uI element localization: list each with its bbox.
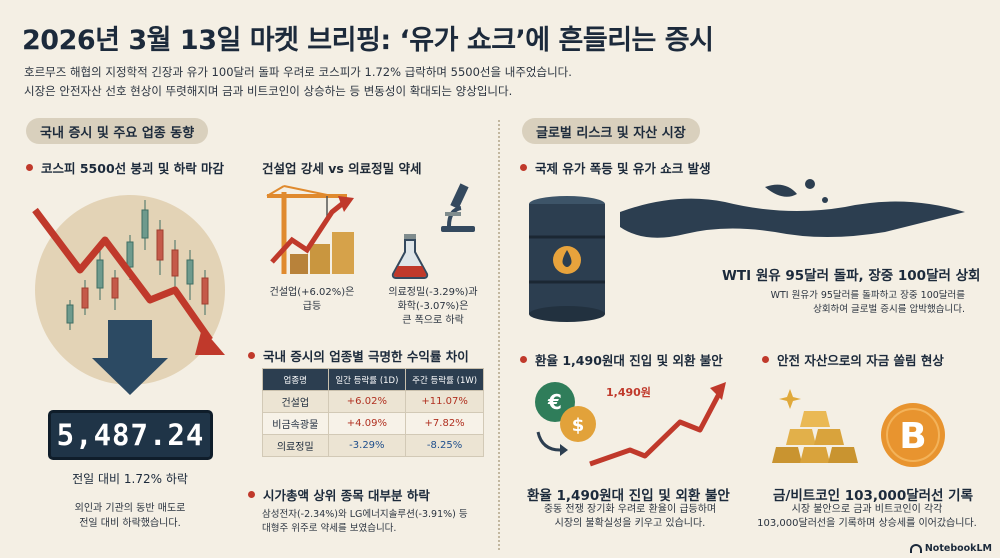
medical-desc-line3: 큰 폭으로 하락 bbox=[402, 315, 464, 326]
kospi-value-display: 5,487.24 bbox=[48, 410, 213, 460]
bigcaps-heading: 시가총액 상위 종목 대부분 하락 bbox=[248, 485, 430, 504]
fx-chart-label: 1,490원 bbox=[606, 386, 651, 399]
safe-desc-line1: 시장 불안으로 금과 비트코인이 각각 bbox=[791, 504, 943, 515]
oil-desc-line2: 상회하여 글로벌 증시를 압박했습니다. bbox=[813, 304, 965, 315]
cell-1w: -8.25% bbox=[405, 434, 484, 457]
oil-desc-line1: WTI 원유가 95달러를 돌파하고 장중 100달러를 bbox=[770, 290, 965, 301]
page-title: 2026년 3월 13일 마켓 브리핑: ‘유가 쇼크’에 흔들리는 증시 bbox=[22, 25, 714, 56]
cell-1d: -3.29% bbox=[327, 434, 407, 457]
svg-text:B: B bbox=[899, 416, 926, 457]
gold-bars-icon bbox=[772, 389, 858, 463]
bullet-dot bbox=[26, 164, 33, 171]
fx-heading-text: 환율 1,490원대 진입 및 외환 불안 bbox=[535, 353, 723, 368]
safe-big-line: 금/비트코인 103,000달러선 기록 bbox=[773, 488, 974, 504]
cell-1d: +4.09% bbox=[327, 412, 407, 435]
kospi-desc-line2: 전일 대비 하락했습니다. bbox=[79, 518, 181, 529]
page-subtitle-line2: 시장은 안전자산 선호 현상이 뚜렷해지며 금과 비트코인이 상승하는 등 변동… bbox=[24, 84, 513, 98]
safe-desc-line2: 103,000달러선을 기록하며 상승세를 이어갔습니다. bbox=[757, 518, 977, 529]
table-row: 건설업 +6.02% +11.07% bbox=[262, 390, 484, 413]
oil-barrel-icon bbox=[529, 179, 965, 322]
bullet-dot bbox=[248, 491, 255, 498]
bigcaps-desc-line2: 대형주 위주로 약세를 보였습니다. bbox=[262, 523, 397, 534]
notebooklm-logo: NotebookLM bbox=[909, 543, 992, 554]
cell-1w: +7.82% bbox=[405, 412, 484, 435]
falling-candlestick-chart-icon bbox=[32, 195, 225, 395]
medical-desc-line1: 의료정밀(-3.29%)과 bbox=[388, 287, 478, 298]
construction-desc-line2: 급등 bbox=[302, 301, 322, 312]
currency-exchange-icon: € $ bbox=[535, 382, 726, 467]
bigcaps-desc-line1: 삼성전자(-2.34%)와 LG에너지솔루션(-3.91%) 등 bbox=[262, 509, 468, 520]
returns-heading: 국내 증시의 업종별 극명한 수익률 차이 bbox=[248, 346, 469, 365]
svg-text:$: $ bbox=[572, 415, 585, 436]
column-divider bbox=[498, 120, 500, 550]
bullet-dot bbox=[520, 164, 527, 171]
notebooklm-logo-text: NotebookLM bbox=[924, 543, 992, 554]
flask-icon bbox=[391, 234, 429, 279]
oil-heading-text: 국제 유가 폭등 및 유가 쇼크 발생 bbox=[535, 161, 711, 176]
fx-big-line: 환율 1,490원대 진입 및 외환 불안 bbox=[527, 488, 730, 504]
section-title-domestic: 국내 증시 및 주요 업종 동향 bbox=[26, 118, 209, 144]
sectors-heading: 건설업 강세 vs 의료정밀 약세 bbox=[262, 161, 422, 176]
table-row: 비금속광물 +4.09% +7.82% bbox=[262, 412, 484, 435]
fx-desc-line1: 중동 전쟁 장기화 우려로 환율이 급등하며 bbox=[543, 504, 717, 515]
notebooklm-logo-icon bbox=[909, 544, 922, 553]
table-row: 의료정밀 -3.29% -8.25% bbox=[262, 434, 484, 457]
bitcoin-icon: B bbox=[881, 403, 945, 467]
kospi-change: 전일 대비 1.72% 하락 bbox=[72, 472, 188, 486]
col-header-sector: 업종명 bbox=[262, 368, 329, 391]
oil-big-line: WTI 원유 95달러 돌파, 장중 100달러 상회 bbox=[722, 268, 981, 284]
bullet-dot bbox=[248, 352, 255, 359]
svg-text:€: € bbox=[547, 390, 562, 414]
kospi-heading: 코스피 5500선 붕괴 및 하락 마감 bbox=[26, 158, 224, 177]
kospi-heading-text: 코스피 5500선 붕괴 및 하락 마감 bbox=[41, 161, 225, 176]
cell-1d: +6.02% bbox=[327, 390, 407, 413]
col-header-1w: 주간 등락률 (1W) bbox=[405, 368, 484, 391]
cell-sector: 건설업 bbox=[262, 390, 329, 413]
cell-1w: +11.07% bbox=[405, 390, 484, 413]
cell-sector: 비금속광물 bbox=[262, 412, 329, 435]
returns-heading-text: 국내 증시의 업종별 극명한 수익률 차이 bbox=[263, 349, 469, 364]
section-title-global: 글로벌 리스크 및 자산 시장 bbox=[522, 118, 700, 144]
fx-heading: 환율 1,490원대 진입 및 외환 불안 bbox=[520, 350, 723, 369]
col-header-1d: 일간 등락률 (1D) bbox=[327, 368, 407, 391]
construction-desc-line1: 건설업(+6.02%)은 bbox=[269, 287, 355, 298]
page-subtitle-line1: 호르무즈 해협의 지정학적 긴장과 유가 100달러 돌파 우려로 코스피가 1… bbox=[24, 65, 572, 79]
cell-sector: 의료정밀 bbox=[262, 434, 329, 457]
microscope-icon bbox=[441, 183, 475, 232]
returns-table: 업종명 일간 등락률 (1D) 주간 등락률 (1W) 건설업 +6.02% +… bbox=[262, 368, 484, 457]
fx-desc-line2: 시장의 불확실성을 키우고 있습니다. bbox=[554, 518, 706, 529]
bigcaps-heading-text: 시가총액 상위 종목 대부분 하락 bbox=[263, 488, 430, 503]
medical-desc-line2: 화학(-3.07%)은 bbox=[397, 301, 469, 312]
safe-heading-text: 안전 자산으로의 자금 쏠림 현상 bbox=[777, 353, 944, 368]
bullet-dot bbox=[762, 356, 769, 363]
kospi-desc-line1: 외인과 기관의 동반 매도로 bbox=[74, 503, 186, 514]
bullet-dot bbox=[520, 356, 527, 363]
oil-heading: 국제 유가 폭등 및 유가 쇼크 발생 bbox=[520, 158, 711, 177]
construction-crane-icon bbox=[266, 185, 354, 274]
safe-heading: 안전 자산으로의 자금 쏠림 현상 bbox=[762, 350, 944, 369]
